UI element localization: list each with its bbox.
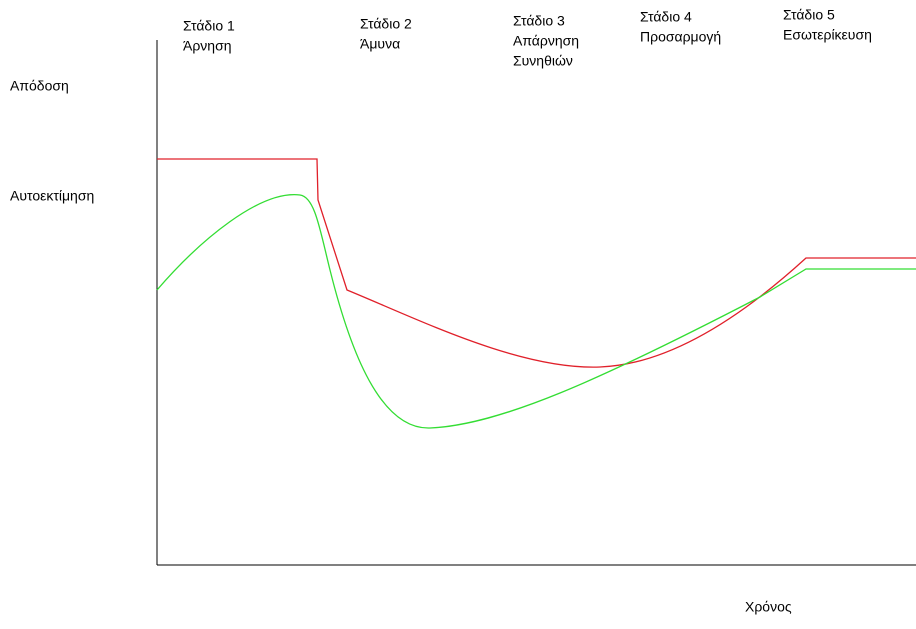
stage-label: Προσαρμογή bbox=[640, 29, 721, 45]
stage-label: Εσωτερίκευση bbox=[783, 27, 872, 43]
stage-label: Στάδιο 3 bbox=[513, 13, 565, 29]
y-label: Απόδοση bbox=[10, 78, 69, 94]
stage-label: Στάδιο 1 bbox=[183, 18, 235, 34]
stage-label: Στάδιο 5 bbox=[783, 7, 835, 23]
stage-label: Άμυνα bbox=[360, 36, 400, 52]
stage-label: Στάδιο 2 bbox=[360, 16, 412, 32]
x-label: Χρόνος bbox=[745, 599, 792, 615]
performance-curve bbox=[157, 158, 916, 368]
stage-label: Άρνηση bbox=[183, 38, 232, 54]
stage-label: Στάδιο 4 bbox=[640, 9, 692, 25]
stage-labels: Στάδιο 1 Άρνηση Στάδιο 2 Άμυνα Στάδιο 3 Απάρν… bbox=[183, 7, 872, 69]
stage-label: Απάρνηση bbox=[513, 33, 579, 49]
y-label: Αυτοεκτίμηση bbox=[10, 188, 94, 204]
self-esteem-curve bbox=[156, 194, 916, 429]
stage-label: Συνηθιών bbox=[513, 53, 573, 69]
